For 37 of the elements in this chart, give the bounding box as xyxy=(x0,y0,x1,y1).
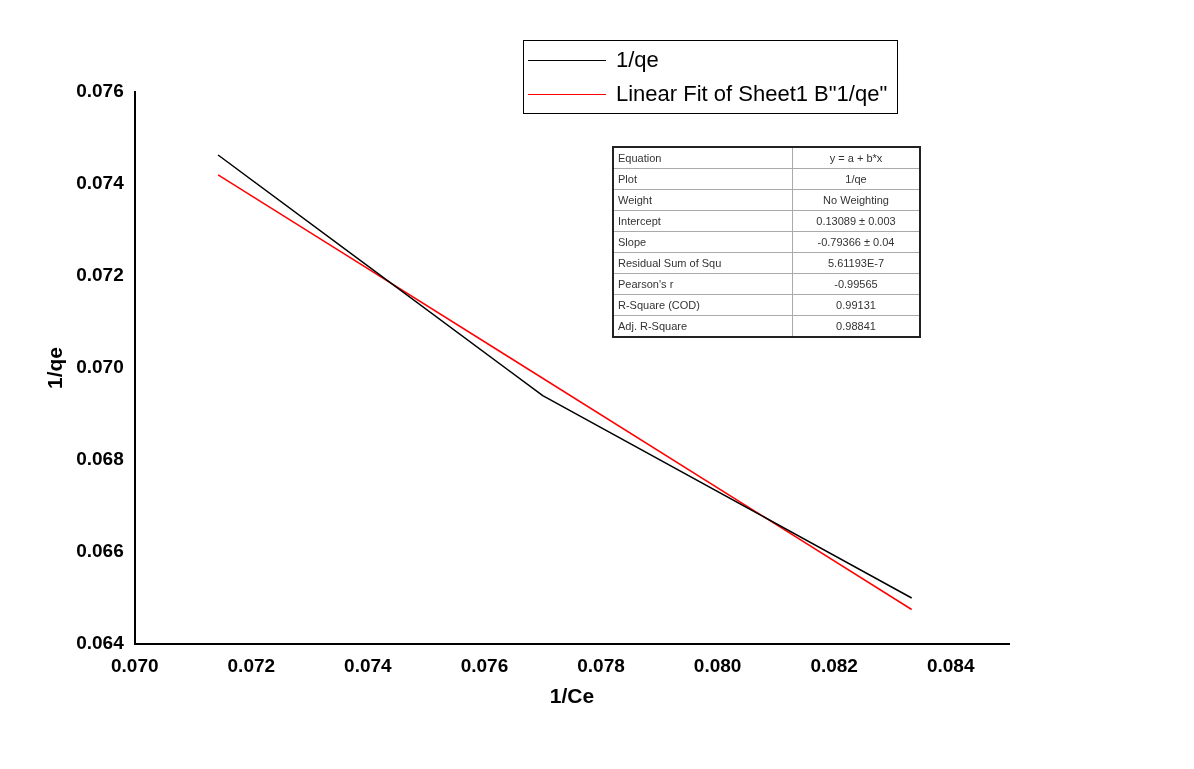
annotation: R-Square (COD) xyxy=(613,294,793,316)
annotation: y = a + b*x xyxy=(792,147,920,169)
annotation: -0.99565 xyxy=(792,273,920,295)
x-tick-label: 0.082 xyxy=(810,654,858,676)
legend-label: Linear Fit of Sheet1 B"1/qe" xyxy=(616,81,888,107)
annotation: -0.79366 ± 0.04 xyxy=(792,231,920,253)
x-tick-label: 0.070 xyxy=(110,654,159,676)
y-tick-label: 0.070 xyxy=(76,356,124,378)
legend-label: 1/qe xyxy=(616,47,659,73)
annotation: 0.99131 xyxy=(792,294,920,316)
annotation: 0.13089 ± 0.003 xyxy=(792,210,920,232)
y-tick-label: 0.066 xyxy=(76,540,124,562)
annotation: Slope xyxy=(613,231,793,253)
y-tick-label: 0.074 xyxy=(76,172,125,194)
x-axis-title: 1/Ce xyxy=(549,684,595,708)
y-axis-title: 1/qe xyxy=(43,346,67,390)
y-tick-label: 0.068 xyxy=(76,448,124,470)
x-tick-label: 0.078 xyxy=(577,654,625,676)
annotation: Residual Sum of Squ xyxy=(613,252,793,274)
x-tick-label: 0.074 xyxy=(344,654,393,676)
annotation: 5.61193E-7 xyxy=(792,252,920,274)
x-tick-label: 0.076 xyxy=(460,654,509,676)
annotation: No Weighting xyxy=(792,189,920,211)
x-tick-label: 0.080 xyxy=(693,654,742,676)
annotation: Weight xyxy=(613,189,793,211)
annotation: 0.98841 xyxy=(792,315,920,337)
y-tick-label: 0.072 xyxy=(76,264,124,286)
annotation: 1/qe xyxy=(792,168,920,190)
x-tick-label: 0.084 xyxy=(926,654,975,676)
annotation: Equation xyxy=(613,147,793,169)
annotation: Adj. R-Square xyxy=(613,315,793,337)
annotation: Intercept xyxy=(613,210,793,232)
annotation: Plot xyxy=(613,168,793,190)
y-tick-label: 0.064 xyxy=(76,632,125,654)
x-tick-label: 0.072 xyxy=(227,654,276,676)
annotation: Pearson's r xyxy=(613,273,793,295)
y-tick-label: 0.076 xyxy=(76,80,124,102)
